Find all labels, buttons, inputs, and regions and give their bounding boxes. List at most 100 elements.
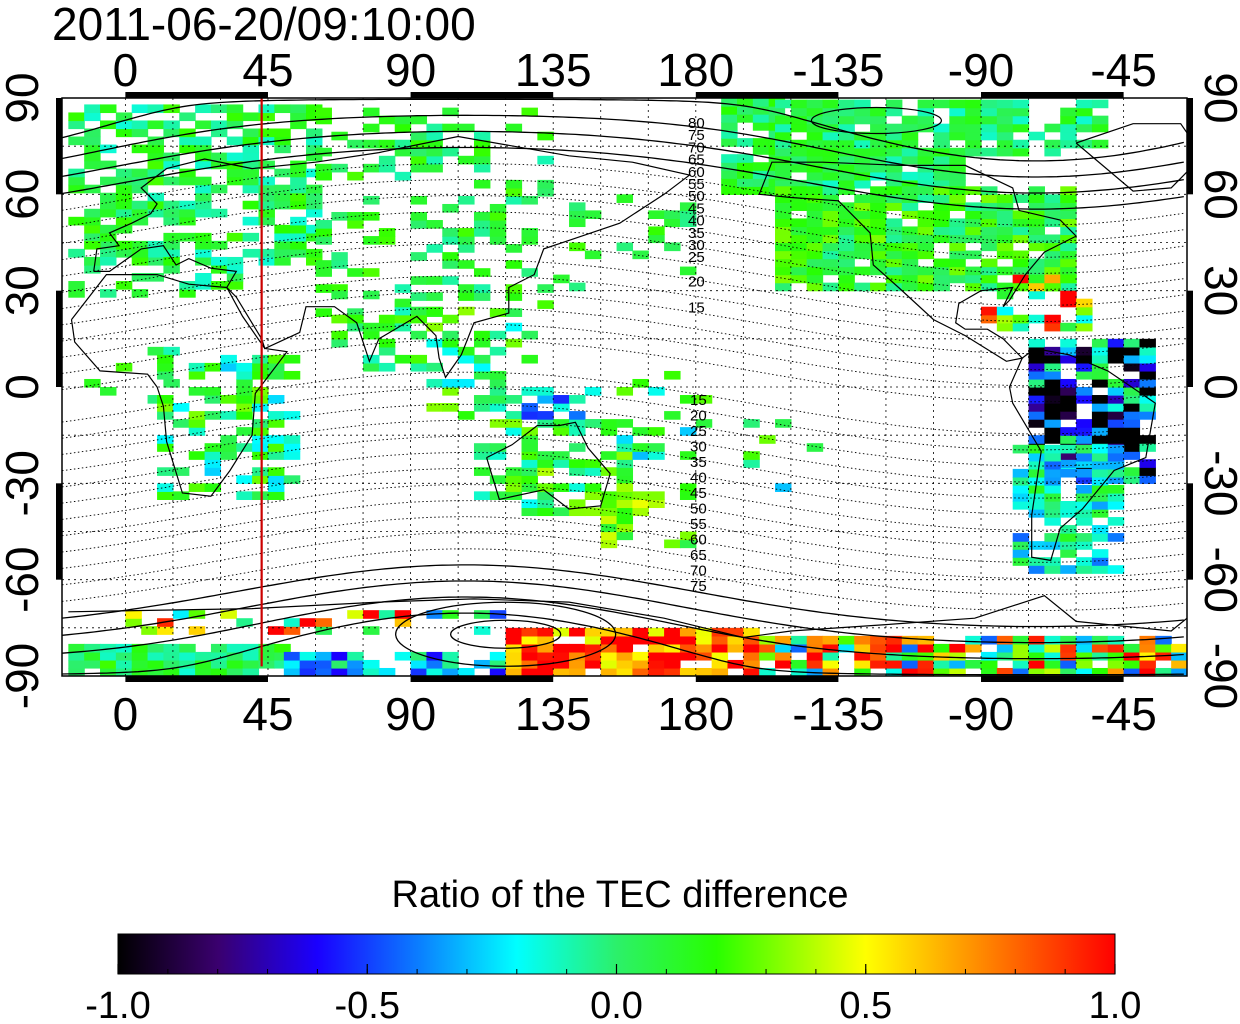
tec-cell — [806, 210, 824, 220]
tec-cell — [996, 651, 1014, 661]
tec-cell — [226, 176, 244, 186]
tec-cell — [806, 266, 824, 276]
tec-cell — [1123, 451, 1141, 460]
tec-cell — [965, 226, 982, 236]
tec-cell — [838, 147, 855, 157]
tec-cell — [727, 635, 744, 645]
tec-cell — [458, 378, 475, 388]
tec-cell — [600, 515, 618, 525]
magnetic-contour — [62, 339, 1184, 403]
tec-cell — [584, 210, 602, 220]
tec-cell — [68, 136, 85, 146]
tec-cell — [283, 354, 301, 364]
longitude-scale-bar — [695, 92, 839, 98]
tec-cell — [315, 618, 332, 627]
tec-cell — [917, 186, 935, 195]
tec-cell — [1044, 194, 1061, 203]
tec-cell — [505, 475, 523, 484]
tec-cell — [1060, 468, 1077, 478]
tec-cell — [917, 155, 935, 165]
tec-cell — [131, 168, 149, 178]
tec-cell — [885, 218, 903, 228]
tec-cell — [790, 635, 808, 645]
tec-cell — [1155, 635, 1172, 645]
tec-cell — [949, 179, 966, 189]
tec-cell — [901, 202, 919, 211]
tec-cell — [236, 387, 253, 396]
tec-cell — [274, 240, 291, 250]
tec-cell — [743, 419, 760, 428]
tec-cell — [299, 651, 317, 661]
tec-cell — [283, 370, 301, 380]
tec-cell — [569, 467, 586, 476]
tec-cell — [822, 131, 840, 141]
tec-cell — [1028, 435, 1045, 444]
tec-cell — [274, 248, 291, 258]
tec-cell — [537, 667, 554, 676]
tec-cell — [806, 651, 824, 661]
tec-cell — [664, 218, 681, 228]
tec-cell — [195, 176, 212, 186]
tec-cell — [743, 651, 760, 661]
tec-cell — [1076, 427, 1093, 436]
tec-cell — [917, 659, 935, 669]
tec-cell — [426, 244, 443, 253]
tec-cell — [600, 635, 618, 645]
tec-cell — [426, 155, 443, 165]
tec-cell — [115, 184, 133, 194]
tec-cell — [505, 187, 523, 197]
tec-cell — [1044, 635, 1061, 645]
tec-cell — [163, 256, 180, 266]
colorbar-tick-label: -0.5 — [335, 985, 400, 1024]
tec-cell — [473, 284, 491, 293]
tec-cell — [775, 274, 792, 284]
tec-cell — [1076, 475, 1093, 484]
tec-cell — [1107, 419, 1125, 428]
tec-cell — [854, 651, 871, 661]
tec-cell — [1139, 659, 1156, 669]
tec-cell — [1060, 266, 1077, 276]
tec-cell — [100, 160, 117, 170]
tec-cell — [806, 171, 824, 181]
tec-cell — [790, 186, 808, 195]
tec-cell — [242, 659, 260, 669]
tec-cell — [1076, 444, 1093, 454]
tec-cell — [458, 244, 475, 253]
right-latitude-label: 90 — [1195, 72, 1240, 123]
tec-cell — [949, 163, 966, 173]
tec-cell — [363, 610, 380, 619]
tec-cell — [100, 176, 117, 186]
tec-cell — [838, 163, 855, 173]
magnetic-contour — [62, 259, 1184, 322]
tec-cell — [616, 667, 634, 676]
tec-cell — [458, 354, 475, 364]
tec-cell — [806, 258, 824, 268]
tec-cell — [949, 226, 966, 236]
tec-cell — [1028, 387, 1045, 396]
tec-cell — [258, 112, 275, 122]
tec-cell — [1091, 549, 1109, 558]
tec-cell — [163, 651, 180, 661]
contour-label: 75 — [688, 127, 705, 144]
tec-cell — [885, 163, 903, 173]
contour-label: 50 — [688, 188, 705, 205]
tec-cell — [822, 234, 840, 244]
tec-cell — [1107, 378, 1125, 388]
tec-cell — [648, 651, 665, 661]
tec-cell — [179, 667, 196, 676]
tec-cell — [331, 260, 348, 269]
tec-cell — [1091, 99, 1109, 109]
tec-cell — [442, 228, 459, 237]
tec-cell — [553, 403, 570, 412]
tec-cell — [68, 289, 85, 298]
tec-cell — [489, 395, 507, 404]
tec-cell — [1044, 659, 1061, 669]
tec-cell — [981, 123, 998, 133]
longitude-scale-bar — [125, 676, 268, 682]
tec-cell — [679, 218, 697, 228]
tec-cell — [1123, 362, 1141, 372]
tec-cell — [711, 643, 729, 653]
tec-cell — [1044, 643, 1061, 653]
tec-cell — [505, 667, 523, 676]
tec-cell — [981, 282, 998, 292]
